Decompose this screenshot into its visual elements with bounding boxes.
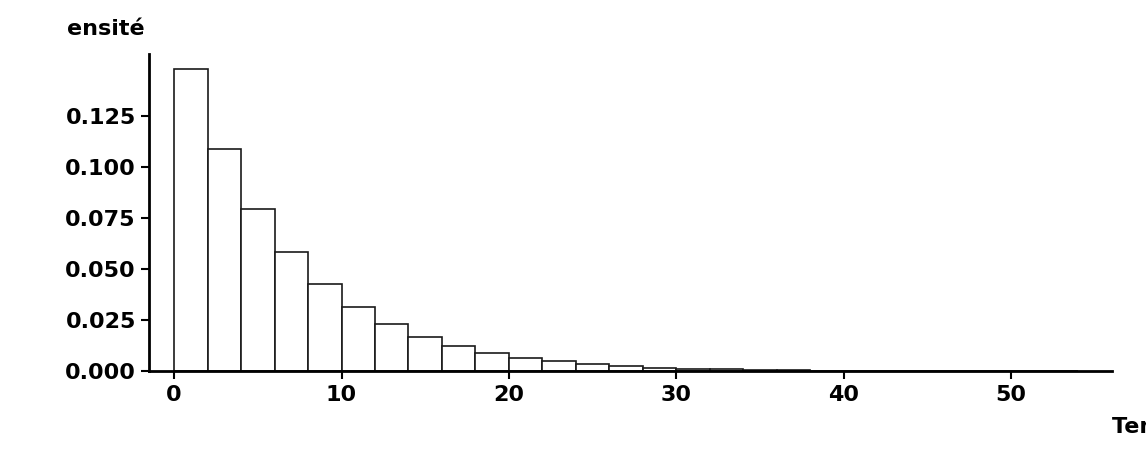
Bar [610,366,643,371]
Bar [275,252,308,371]
Text: Temps (années): Temps (années) [1112,416,1146,437]
Bar [542,361,576,371]
Bar [676,369,709,371]
Bar [442,346,476,371]
Bar [207,149,241,371]
Bar [744,370,777,371]
Bar [308,284,342,371]
Bar [643,367,676,371]
Bar [342,307,375,371]
Bar [576,364,610,371]
Bar [174,69,207,371]
Bar [375,324,408,371]
Bar [476,353,509,371]
Bar [408,337,442,371]
Text: ensité: ensité [68,19,144,39]
Bar [509,358,542,371]
Bar [709,369,744,371]
Bar [777,370,810,371]
Bar [241,208,275,371]
